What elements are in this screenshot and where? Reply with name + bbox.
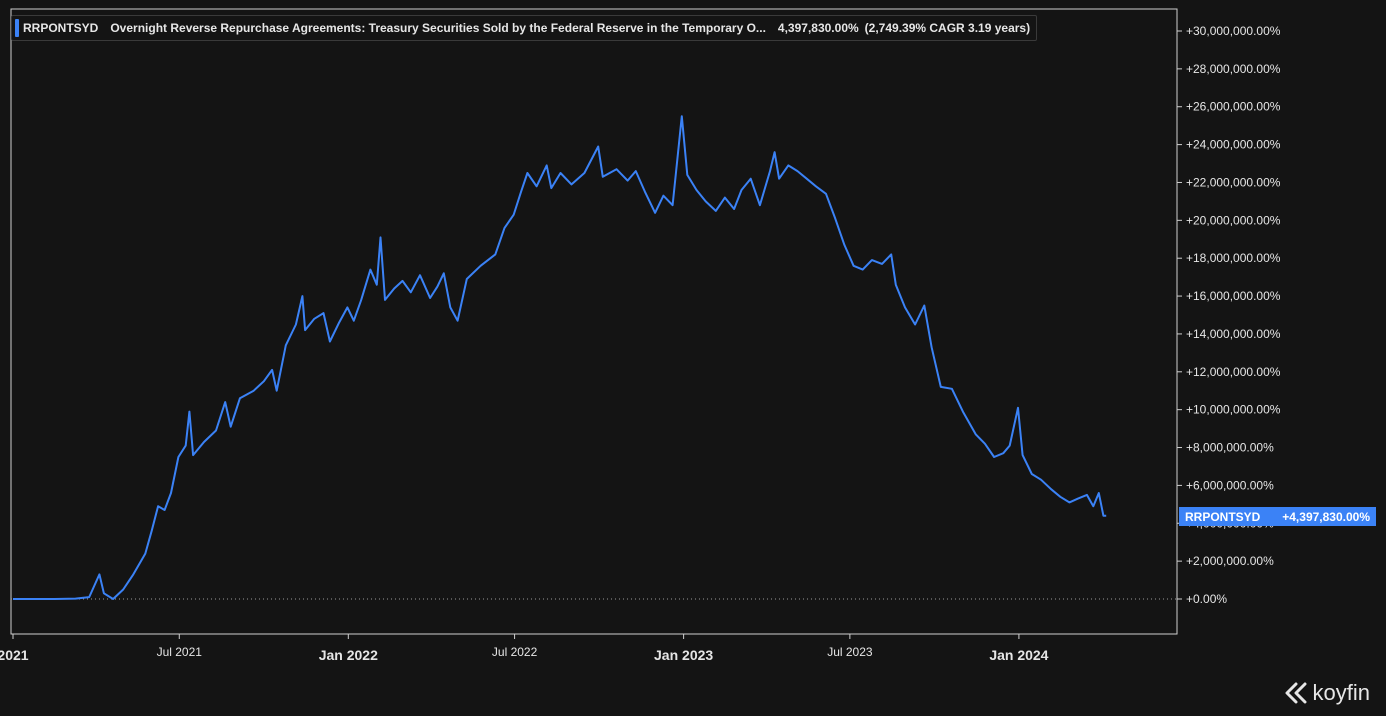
chart-legend: RRPONTSYD Overnight Reverse Repurchase A… — [11, 15, 1038, 41]
y-tick-label: +24,000,000.00% — [1186, 138, 1281, 152]
series-color-swatch — [15, 19, 19, 37]
y-tick-label: +14,000,000.00% — [1186, 327, 1281, 341]
last-value-ticker: RRPONTSYD — [1185, 509, 1261, 524]
koyfin-logo-icon — [1285, 682, 1307, 704]
legend-cagr: (2,749.39% CAGR 3.19 years) — [864, 21, 1031, 35]
y-tick-label: +0.00% — [1186, 592, 1227, 606]
y-tick-label: +12,000,000.00% — [1186, 365, 1281, 379]
x-tick-label: Jan 2023 — [654, 647, 713, 663]
y-tick-label: +20,000,000.00% — [1186, 213, 1281, 227]
legend-value: 4,397,830.00% — [777, 21, 859, 35]
y-tick-label: +18,000,000.00% — [1186, 251, 1281, 265]
x-tick-label: Jul 2021 — [157, 645, 203, 659]
x-tick-label: 2021 — [0, 647, 29, 663]
plot-frame — [10, 8, 1178, 635]
y-tick-label: +30,000,000.00% — [1186, 24, 1281, 38]
last-value-tag: RRPONTSYD +4,397,830.00% — [1179, 507, 1376, 526]
x-tick-label: Jan 2022 — [319, 647, 378, 663]
series-line-rrpontsyd — [13, 115, 1107, 600]
y-tick-label: +2,000,000.00% — [1186, 554, 1274, 568]
last-value-label: +4,397,830.00% — [1282, 509, 1370, 524]
y-tick-label: +8,000,000.00% — [1186, 441, 1274, 455]
x-tick-label: Jul 2023 — [827, 645, 873, 659]
koyfin-logo-text: koyfin — [1312, 680, 1370, 705]
y-tick-label: +16,000,000.00% — [1186, 289, 1281, 303]
koyfin-logo[interactable]: koyfin — [1285, 680, 1370, 706]
y-tick-label: +28,000,000.00% — [1186, 62, 1281, 76]
legend-series-name: Overnight Reverse Repurchase Agreements:… — [110, 21, 766, 35]
y-tick-label: +6,000,000.00% — [1186, 478, 1274, 492]
y-tick-label: +22,000,000.00% — [1186, 175, 1281, 189]
x-tick-label: Jul 2022 — [492, 645, 538, 659]
y-tick-label: +10,000,000.00% — [1186, 403, 1281, 417]
legend-ticker: RRPONTSYD — [23, 21, 99, 35]
y-tick-label: +26,000,000.00% — [1186, 100, 1281, 114]
x-tick-label: Jan 2024 — [989, 647, 1048, 663]
